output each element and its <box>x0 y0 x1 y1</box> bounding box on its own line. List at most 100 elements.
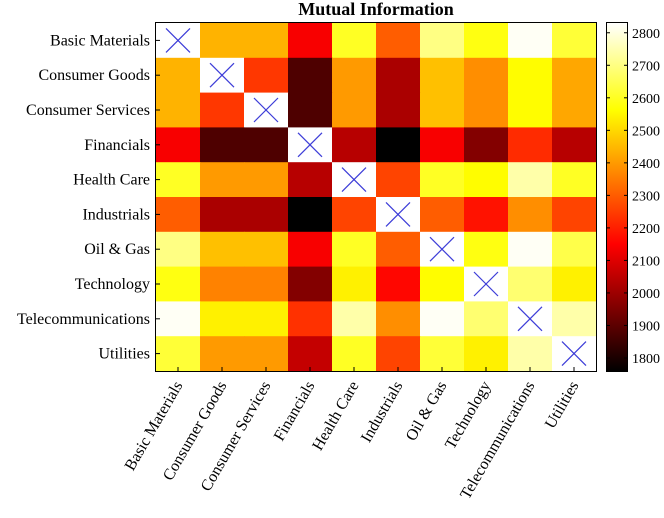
heatmap-cell <box>244 23 289 59</box>
heatmap-cell <box>156 301 201 337</box>
heatmap-cell <box>376 301 421 337</box>
y-tick-label: Consumer Services <box>26 102 150 119</box>
heatmap-cell <box>420 266 465 302</box>
y-tick-label: Telecommunications <box>17 311 150 328</box>
heatmap-cell <box>156 231 201 268</box>
heatmap-cell <box>420 127 465 163</box>
colorbar-tick-label: 1900 <box>632 319 660 334</box>
heatmap-cell <box>332 57 377 94</box>
heatmap-cell <box>288 197 333 233</box>
diagonal-cross-marker <box>429 236 455 262</box>
heatmap-cell <box>244 301 289 337</box>
y-axis-ticks: Basic Materials Consumer Goods Consumer Se… <box>17 32 160 363</box>
heatmap-cell <box>244 162 289 198</box>
heatmap-cell <box>332 197 377 233</box>
heatmap-cell <box>200 266 245 302</box>
diagonal-cross-marker <box>253 97 279 123</box>
heatmap-cell <box>244 336 289 372</box>
diagonal-cross-marker <box>561 341 587 367</box>
heatmap-cell <box>420 301 465 337</box>
heatmap-cell <box>244 57 289 94</box>
heatmap-cell <box>464 336 509 372</box>
heatmap-cell <box>376 57 421 94</box>
colorbar <box>606 22 628 372</box>
heatmap-cell <box>464 197 509 233</box>
y-tick-label: Consumer Goods <box>38 67 150 84</box>
heatmap-cells <box>156 23 597 372</box>
heatmap-cell <box>464 57 509 94</box>
chart-title: Mutual Information <box>298 0 454 19</box>
heatmap-cell <box>508 92 553 128</box>
colorbar-tick-label: 2600 <box>632 92 660 107</box>
diagonal-markers <box>165 27 587 367</box>
y-tick-label: Basic Materials <box>50 32 150 49</box>
heatmap-cell <box>156 197 201 233</box>
heatmap-cell <box>200 231 245 268</box>
diagonal-cross-marker <box>165 27 191 53</box>
x-tick-label: Utilities <box>542 379 583 432</box>
heatmap-cell <box>552 266 597 302</box>
heatmap-cell <box>332 336 377 372</box>
x-tick-label: Oil & Gas <box>403 379 451 444</box>
heatmap-cell <box>552 231 597 268</box>
heatmap-cell <box>156 57 201 94</box>
heatmap-cell <box>288 266 333 302</box>
heatmap-cell <box>552 127 597 163</box>
y-tick-label: Health Care <box>73 172 150 189</box>
heatmap-cell <box>420 23 465 59</box>
heatmap-cell <box>200 162 245 198</box>
diagonal-cross-marker <box>297 132 323 158</box>
colorbar-tick-label: 2000 <box>632 287 660 302</box>
heatmap-cell <box>200 197 245 233</box>
heatmap-cell <box>464 127 509 163</box>
heatmap-cell <box>288 92 333 128</box>
colorbar-tick-label: 2700 <box>632 59 660 74</box>
heatmap-cell <box>376 336 421 372</box>
colorbar-tick-label: 2200 <box>632 222 660 237</box>
heatmap-cell <box>156 127 201 163</box>
heatmap-cell <box>332 127 377 163</box>
x-tick-label: Health Care <box>309 379 362 454</box>
diagonal-cross-marker <box>209 62 235 88</box>
heatmap-cell <box>200 23 245 59</box>
heatmap-cell <box>420 92 465 128</box>
heatmap-cell <box>508 336 553 372</box>
colorbar-tick-label: 1800 <box>632 352 660 367</box>
heatmap-cell <box>200 127 245 163</box>
heatmap-cell <box>156 92 201 128</box>
heatmap-cell <box>376 127 421 163</box>
heatmap-cell <box>464 162 509 198</box>
heatmap-cell <box>552 301 597 337</box>
diagonal-cross-marker <box>385 201 411 227</box>
heatmap-cell <box>508 57 553 94</box>
x-tick-label: Industrials <box>358 379 406 446</box>
heatmap-cell <box>332 301 377 337</box>
heatmap-cell <box>420 57 465 94</box>
diagonal-cross-marker <box>473 271 499 297</box>
heatmap-cell <box>332 266 377 302</box>
colorbar-tick-label: 2100 <box>632 254 660 269</box>
heatmap-cell <box>288 231 333 268</box>
heatmap-cell <box>508 23 553 59</box>
heatmap-cell <box>552 57 597 94</box>
colorbar-ticks: 1800 1900 2000 2100 2200 2300 2400 2500 2600 2700… <box>606 27 660 367</box>
heatmap-cell <box>288 23 333 59</box>
diagonal-cross-marker <box>341 167 367 193</box>
heatmap-cell <box>420 336 465 372</box>
heatmap-cell <box>508 197 553 233</box>
diagonal-cross-marker <box>517 306 543 332</box>
heatmap-cell <box>200 301 245 337</box>
heatmap-cell <box>156 162 201 198</box>
heatmap-cell <box>508 162 553 198</box>
heatmap-cell <box>376 92 421 128</box>
x-tick-label: Financials <box>271 379 319 444</box>
heatmap-cell <box>332 23 377 59</box>
heatmap-cell <box>288 301 333 337</box>
heatmap-cell <box>508 266 553 302</box>
heatmap-cell <box>508 127 553 163</box>
y-tick-label: Utilities <box>98 346 150 363</box>
heatmap-cell <box>200 92 245 128</box>
y-tick-label: Industrials <box>82 206 150 223</box>
heatmap-cell <box>376 23 421 59</box>
